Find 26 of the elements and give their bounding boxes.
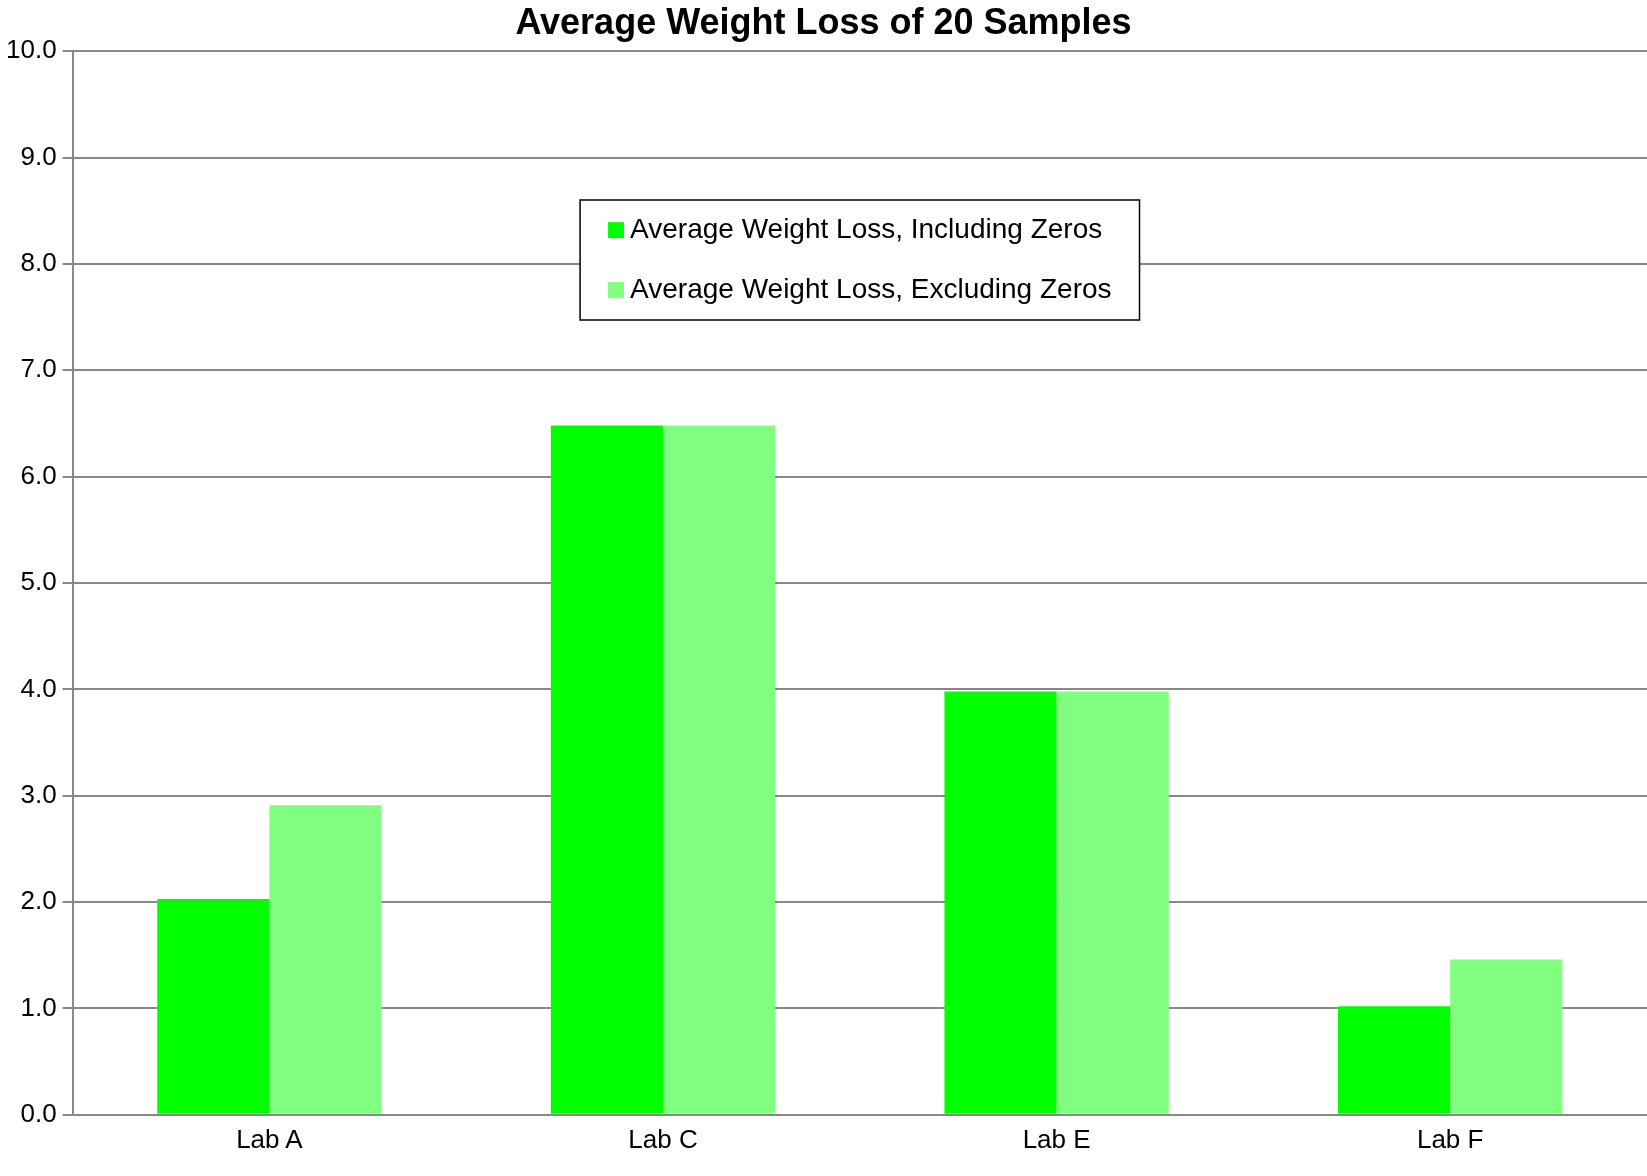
bar: [663, 425, 776, 1114]
y-tick-label: 2.0: [20, 885, 57, 916]
y-tick-label: 1.0: [20, 991, 57, 1022]
y-tick-label: 5.0: [20, 566, 57, 597]
y-tick-label: 10.0: [5, 34, 57, 65]
y-tick-label: 3.0: [20, 778, 57, 809]
bar: [550, 425, 663, 1114]
y-tick-label: 9.0: [20, 140, 57, 171]
y-tick-label: 0.0: [20, 1097, 57, 1128]
x-tick-label: Lab F: [1416, 1123, 1484, 1154]
x-tick-label: Lab C: [628, 1123, 698, 1154]
x-tick-label: Lab E: [1022, 1123, 1091, 1154]
y-tick-label: 4.0: [20, 672, 57, 703]
bar: [1056, 691, 1169, 1114]
bar: [944, 691, 1057, 1114]
bar: [1338, 1006, 1451, 1114]
bar: [1450, 959, 1563, 1114]
legend-label: Average Weight Loss, Including Zeros: [630, 212, 1103, 244]
x-tick-label: Lab A: [236, 1123, 304, 1154]
y-tick-label: 8.0: [20, 247, 57, 278]
legend-label: Average Weight Loss, Excluding Zeros: [630, 272, 1112, 304]
chart-title: Average Weight Loss of 20 Samples: [515, 0, 1132, 42]
bar: [269, 805, 382, 1114]
bar: [157, 898, 270, 1114]
y-tick-label: 7.0: [20, 353, 57, 384]
y-tick-label: 6.0: [20, 459, 57, 490]
